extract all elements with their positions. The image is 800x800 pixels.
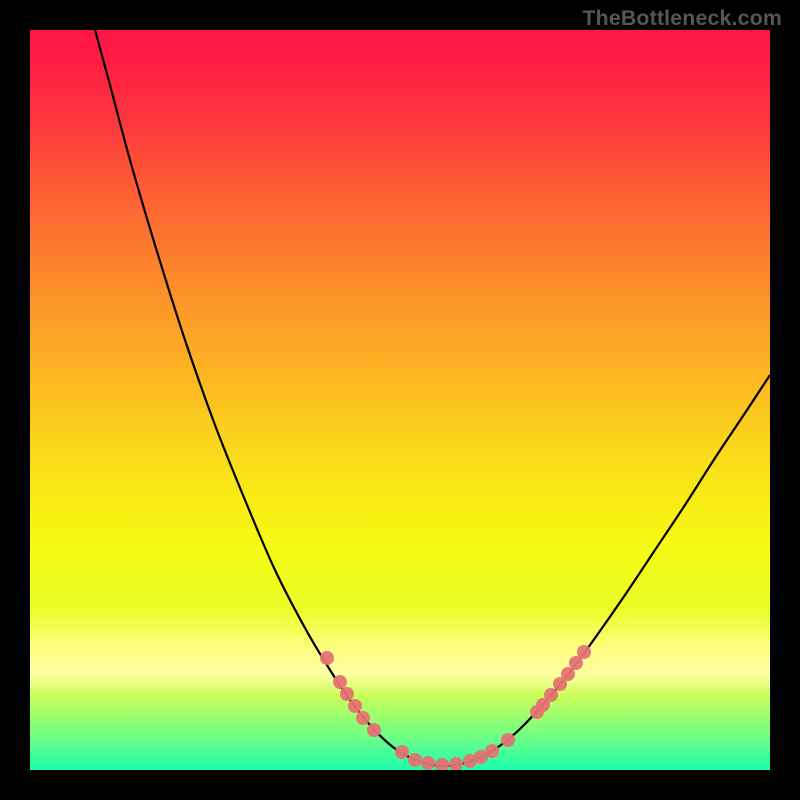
scatter-point (449, 757, 463, 770)
scatter-point (501, 733, 515, 747)
scatter-points-group (320, 645, 591, 770)
scatter-point (320, 651, 334, 665)
scatter-point (577, 645, 591, 659)
scatter-point (408, 753, 422, 767)
chart-curve-layer (30, 30, 770, 770)
scatter-point (333, 675, 347, 689)
scatter-point (340, 687, 354, 701)
scatter-point (395, 745, 409, 759)
scatter-point (544, 688, 558, 702)
scatter-point (435, 758, 449, 770)
scatter-point (356, 711, 370, 725)
plot-area (30, 30, 770, 770)
scatter-point (421, 756, 435, 770)
scatter-point (485, 744, 499, 758)
scatter-point (367, 723, 381, 737)
scatter-point (348, 699, 362, 713)
watermark-text: TheBottleneck.com (582, 6, 782, 31)
bottleneck-curve (95, 30, 770, 766)
